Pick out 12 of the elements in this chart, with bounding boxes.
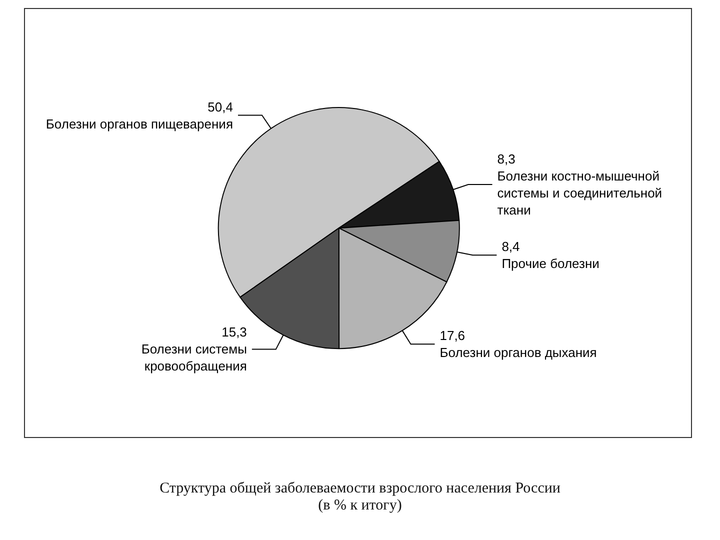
data-label: 17,6 [440,328,466,344]
text: (в % к итогу) [318,498,402,514]
slice-label: Болезни органов пищеварения [46,116,233,132]
data-label: 50,4 [208,99,233,114]
slice-label: Болезни костно-мышечной системы и соединительной ткани [497,168,662,218]
slice-label: Болезни системы кровообращения [141,342,247,374]
data-label: 15,3 [222,324,247,340]
slice-label: Прочие болезни [502,256,600,272]
text: Структура общей заболеваемости взрослого населения России [160,480,560,496]
slice-label: Болезни органов дыхания [440,345,597,360]
data-label: 8,4 [502,239,520,254]
data-label: 8,3 [497,151,516,166]
